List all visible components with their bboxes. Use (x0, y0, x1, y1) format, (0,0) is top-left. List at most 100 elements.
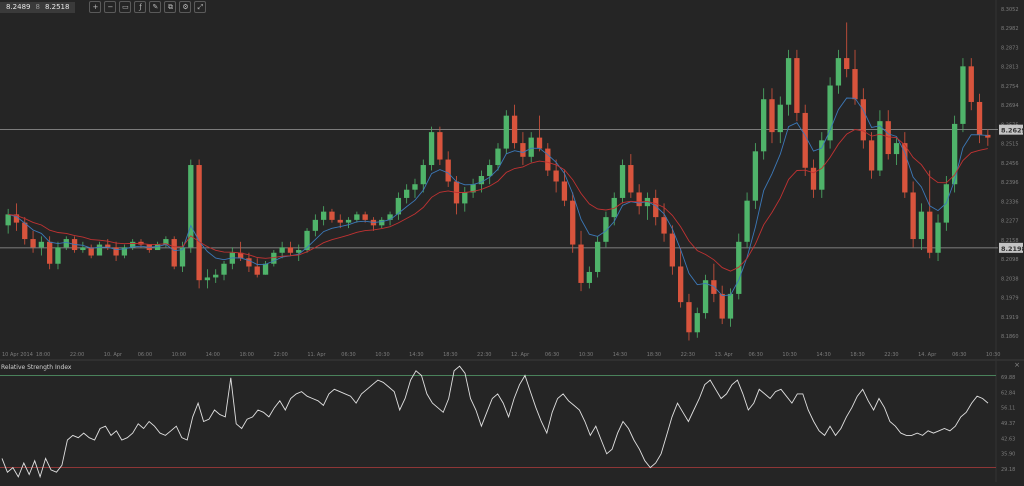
rsi-tick-label: 62.84 (1001, 390, 1015, 396)
candle-up (644, 197, 651, 207)
zoom-in-icon[interactable]: + (89, 1, 102, 13)
candle-up (354, 214, 360, 220)
candle-up (594, 241, 601, 272)
candle-up (935, 222, 941, 253)
candle-up (163, 239, 169, 245)
fit-icon[interactable]: ▭ (119, 1, 132, 13)
candle-up (827, 85, 833, 141)
candle-down (254, 266, 260, 275)
candle-down (47, 241, 53, 264)
candle-up (744, 200, 750, 242)
price-tick-label: 8.3052 (1001, 7, 1019, 13)
candle-up (63, 239, 69, 248)
candle-up (752, 151, 759, 201)
price-tick-label: 8.2098 (1001, 257, 1019, 263)
candle-up (586, 271, 592, 283)
candle-down (105, 244, 111, 248)
candle-down (927, 211, 933, 253)
candle-up (279, 247, 285, 253)
candle-up (262, 263, 269, 275)
ask-price: 8.2518 (44, 3, 70, 11)
candle-down (677, 266, 684, 303)
candle-down (852, 69, 858, 100)
candle-down (860, 99, 866, 141)
price-tick-label: 8.2158 (1001, 238, 1019, 244)
price-level-badge (999, 242, 1023, 253)
candle-up (503, 115, 509, 149)
candle-up (121, 247, 128, 256)
candle-down (13, 214, 20, 223)
candle-down (711, 280, 717, 294)
time-tick-label: 10:30 (375, 352, 389, 358)
candle-up (80, 247, 86, 251)
drawing-icon[interactable]: ✎ (149, 1, 162, 13)
candle-up (428, 132, 435, 166)
candle-up (951, 123, 958, 185)
candle-down (976, 101, 983, 135)
indicators-icon[interactable]: ƒ (134, 1, 147, 13)
time-tick-label: 06:30 (545, 352, 559, 358)
candle-up (420, 165, 426, 185)
rsi-tick-label: 69.88 (1001, 375, 1015, 381)
candle-up (412, 184, 418, 190)
candle-up (761, 99, 767, 152)
candle-down (968, 66, 974, 102)
time-tick-label: 10 Apr 2014 (2, 352, 33, 358)
time-tick-label: 14:30 (409, 352, 423, 358)
rsi-close-icon[interactable]: × (1014, 361, 1020, 369)
candle-up (694, 313, 700, 333)
quote-box[interactable]: 8.2489 8 8.2518 (0, 1, 76, 13)
bid-price: 8.2489 (6, 3, 31, 11)
candle-up (320, 211, 327, 220)
candle-up (702, 280, 709, 314)
rsi-tick-label: 35.90 (1001, 452, 1015, 458)
candle-up (154, 244, 161, 251)
price-level-badge (999, 124, 1023, 135)
candle-down (769, 99, 775, 133)
candle-down (578, 244, 584, 283)
price-tick-label: 8.2873 (1001, 45, 1019, 51)
candle-down (636, 192, 642, 207)
candle-down (985, 134, 991, 138)
candle-down (536, 137, 543, 149)
candle-down (868, 140, 875, 171)
candle-up (893, 143, 900, 155)
candle-down (237, 252, 244, 259)
expand-icon[interactable]: ⤢ (194, 1, 207, 13)
candle-up (470, 184, 476, 193)
candle-down (794, 58, 800, 113)
rsi-line (1, 365, 989, 479)
candle-down (686, 302, 692, 333)
candle-down (802, 112, 808, 168)
time-tick-label: 14:00 (206, 352, 220, 358)
price-tick-label: 8.2336 (1001, 199, 1019, 205)
candle-up (960, 66, 966, 124)
candle-down (337, 219, 343, 223)
settings-icon[interactable]: ⚙ (179, 1, 192, 13)
candle-down (196, 165, 202, 281)
candle-down (520, 143, 526, 157)
candle-down (30, 239, 36, 248)
candle-up (736, 241, 742, 294)
zoom-out-icon[interactable]: − (104, 1, 117, 13)
candle-down (445, 159, 451, 182)
candle-up (179, 247, 186, 267)
candle-up (487, 165, 493, 176)
toolbar-buttons: + − ▭ ƒ ✎ ⧉ ⚙ ⤢ (89, 1, 207, 13)
price-tick-label: 8.1979 (1001, 296, 1019, 302)
time-tick-label: 14:30 (816, 352, 830, 358)
candle-down (545, 148, 551, 171)
objects-icon[interactable]: ⧉ (164, 1, 177, 13)
time-tick-label: 22:30 (884, 352, 898, 358)
candle-up (918, 211, 925, 240)
time-tick-label: 06:30 (341, 352, 355, 358)
candle-up (38, 241, 45, 248)
candle-up (379, 219, 385, 226)
candle-up (304, 230, 310, 251)
candle-up (229, 252, 235, 264)
time-tick-label: 10:00 (172, 352, 186, 358)
candle-down (22, 222, 28, 240)
time-tick-label: 18:00 (240, 352, 254, 358)
